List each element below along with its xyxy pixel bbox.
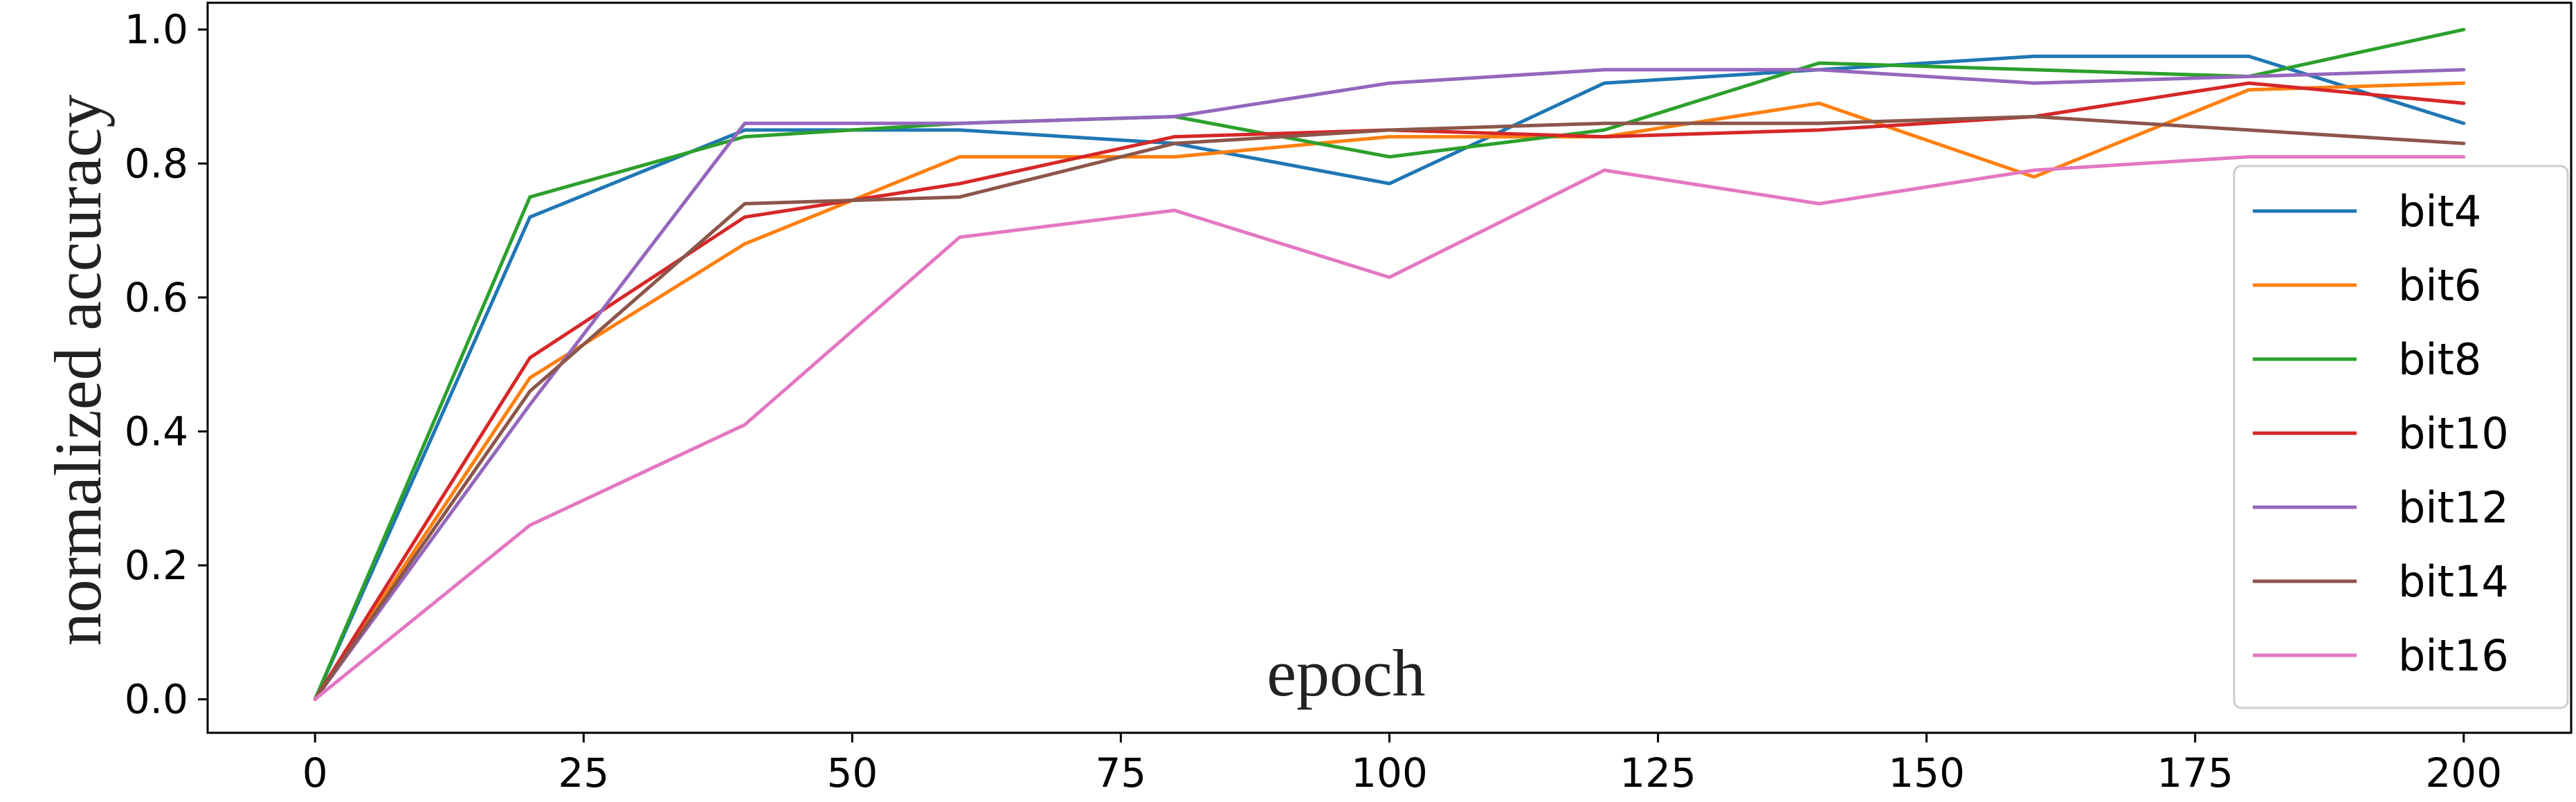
x-tick-label: 25 <box>558 749 609 796</box>
legend: bit4 bit6 bit8 bit10 bit12 bit14 bit16 <box>2233 165 2569 709</box>
y-tick-label: 0.4 <box>125 408 188 455</box>
plot-area <box>206 1 2573 734</box>
series-line-bit4 <box>313 54 2466 702</box>
y-tick-label: 0.2 <box>125 542 188 589</box>
legend-label-bit6: bit6 <box>2398 260 2481 311</box>
series-line-bit16 <box>313 155 2466 702</box>
legend-label-bit8: bit8 <box>2398 334 2481 385</box>
legend-label-bit4: bit4 <box>2398 186 2481 237</box>
y-tick-label: 0.8 <box>125 140 188 187</box>
legend-label-bit14: bit14 <box>2398 556 2509 607</box>
x-tick-label: 100 <box>1351 749 1428 796</box>
legend-label-bit16: bit16 <box>2398 630 2509 681</box>
legend-label-bit10: bit10 <box>2398 408 2509 459</box>
x-tick-label: 50 <box>826 749 878 796</box>
y-axis: 0.0 0.2 0.4 0.6 0.8 1.0 <box>125 6 208 723</box>
series-line-bit12 <box>313 68 2466 702</box>
y-tick-label: 0.6 <box>125 274 188 321</box>
series-line-bit6 <box>313 81 2466 702</box>
y-tick-label: 1.0 <box>125 6 188 53</box>
y-axis-title: normalized accuracy <box>41 95 115 646</box>
x-tick-label: 125 <box>1620 749 1696 796</box>
series-lines <box>313 28 2466 702</box>
series-line-bit8 <box>313 28 2466 702</box>
x-tick-label: 0 <box>302 749 328 796</box>
legend-label-bit12: bit12 <box>2398 482 2509 533</box>
x-tick-label: 175 <box>2157 749 2233 796</box>
x-axis-title: epoch <box>1267 636 1425 710</box>
series-line-bit14 <box>313 115 2466 702</box>
x-tick-label: 75 <box>1096 749 1147 796</box>
x-tick-label: 200 <box>2425 749 2502 796</box>
x-tick-label: 150 <box>1888 749 1965 796</box>
legend-box <box>2233 165 2569 709</box>
y-tick-label: 0.0 <box>125 676 188 723</box>
x-axis: 0 25 50 75 100 125 150 175 200 <box>302 733 2502 796</box>
